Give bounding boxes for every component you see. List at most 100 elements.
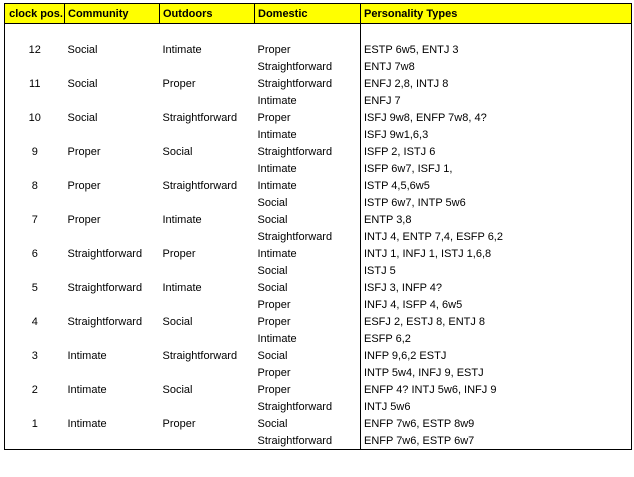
table-row: Intimate ISFP 6w7, ISFJ 1,	[5, 160, 632, 177]
types-cell: ENFP 4? INTJ 5w6, INFJ 9	[360, 381, 632, 398]
table-row: 11 Social Proper Straightforward ENFJ 2,8, I…	[5, 75, 632, 92]
types-cell: ISTJ 5	[360, 262, 632, 279]
empty-cell	[65, 364, 160, 381]
empty-cell	[160, 58, 255, 75]
empty-cell	[65, 296, 160, 313]
domestic-cell: Social	[257, 281, 288, 294]
empty-cell	[360, 23, 632, 41]
empty-cell	[65, 330, 160, 347]
table-row: 9 Proper Social Straightforward ISFP 2, ISTJ…	[5, 143, 632, 160]
types-cell: INTJ 1, INFJ 1, ISTJ 1,6,8	[360, 245, 632, 262]
empty-cell	[160, 296, 255, 313]
types-cell: ENTP 3,8	[360, 211, 632, 228]
empty-cell	[65, 432, 160, 450]
community-cell: Social	[67, 111, 98, 124]
clock-cell: 4	[31, 315, 38, 328]
empty-cell	[65, 194, 160, 211]
table-row: 6 Straightforward Proper Intimate INTJ 1, IN…	[5, 245, 632, 262]
types-cell: ISFJ 3, INFP 4?	[360, 279, 632, 296]
table-row: Straightforward INTJ 5w6	[5, 398, 632, 415]
empty-cell	[160, 92, 255, 109]
domestic-cell: Social	[257, 417, 288, 430]
community-cell: Proper	[67, 213, 101, 226]
outdoors-cell: Straightforward	[162, 111, 238, 124]
table-row: Proper INTP 5w4, INFJ 9, ESTJ	[5, 364, 632, 381]
clock-cell: 10	[28, 111, 41, 124]
clock-cell: 1	[31, 417, 38, 430]
domestic-cell: Proper	[257, 298, 291, 311]
types-cell: INFP 9,6,2 ESTJ	[360, 347, 632, 364]
empty-cell	[160, 194, 255, 211]
domestic-cell: Proper	[257, 366, 291, 379]
empty-cell	[5, 398, 65, 415]
empty-cell	[5, 24, 65, 42]
domestic-cell: Intimate	[257, 162, 297, 175]
domestic-cell: Straightforward	[257, 400, 333, 413]
empty-cell	[5, 160, 65, 177]
table-row: Straightforward ENTJ 7w8	[5, 58, 632, 75]
types-cell: INFJ 4, ISFP 4, 6w5	[360, 296, 632, 313]
table-row: Proper INFJ 4, ISFP 4, 6w5	[5, 296, 632, 313]
table-row: 2 Intimate Social Proper ENFP 4? INTJ 5w6, I…	[5, 381, 632, 398]
outdoors-cell: Social	[162, 145, 193, 158]
domestic-cell: Social	[257, 196, 288, 209]
empty-cell	[160, 330, 255, 347]
header-cell: Domestic	[254, 3, 361, 24]
table-row: 4 Straightforward Social Proper ESFJ 2, ESTJ…	[5, 313, 632, 330]
domestic-cell: Straightforward	[257, 77, 333, 90]
outdoors-cell: Intimate	[162, 213, 202, 226]
table-wrap: clock pos. Community Outdoors Domestic Perso…	[4, 3, 632, 450]
types-cell: ENFJ 7	[360, 92, 632, 109]
empty-cell	[5, 58, 65, 75]
empty-cell	[65, 262, 160, 279]
types-cell: INTJ 5w6	[360, 398, 632, 415]
domestic-cell: Straightforward	[257, 145, 333, 158]
domestic-cell: Intimate	[257, 332, 297, 345]
empty-cell	[255, 24, 361, 42]
outdoors-cell: Straightforward	[162, 179, 238, 192]
table-row: 12 Social Intimate Proper ESTP 6w5, ENTJ 3	[5, 41, 632, 58]
table-row: 10 Social Straightforward Proper ISFJ 9w8, E…	[5, 109, 632, 126]
blank-row	[5, 23, 632, 42]
community-cell: Social	[67, 43, 98, 56]
outdoors-cell: Intimate	[162, 43, 202, 56]
table-row: Intimate ESFP 6,2	[5, 330, 632, 347]
empty-cell	[5, 364, 65, 381]
empty-cell	[65, 228, 160, 245]
empty-cell	[5, 432, 65, 450]
types-cell: ESTP 6w5, ENTJ 3	[360, 41, 632, 58]
domestic-cell: Proper	[257, 43, 291, 56]
table-body: 12 Social Intimate Proper ESTP 6w5, ENTJ 3 St…	[5, 23, 632, 450]
clock-cell: 7	[31, 213, 38, 226]
empty-cell	[5, 194, 65, 211]
clock-cell: 3	[31, 349, 38, 362]
clock-cell: 12	[28, 43, 41, 56]
empty-cell	[5, 296, 65, 313]
domestic-cell: Social	[257, 213, 288, 226]
domestic-cell: Proper	[257, 315, 291, 328]
header-cell: clock pos.	[4, 3, 65, 24]
table-row: 8 Proper Straightforward Intimate ISTP 4,5,6…	[5, 177, 632, 194]
clock-cell: 2	[31, 383, 38, 396]
table-row: Intimate ISFJ 9w1,6,3	[5, 126, 632, 143]
domestic-cell: Intimate	[257, 128, 297, 141]
domestic-cell: Straightforward	[257, 60, 333, 73]
empty-cell	[160, 364, 255, 381]
clock-cell: 5	[31, 281, 38, 294]
types-cell: ENFP 7w6, ESTP 6w7	[360, 432, 632, 450]
outdoors-cell: Social	[162, 383, 193, 396]
table-row: Social ISTJ 5	[5, 262, 632, 279]
community-cell: Intimate	[67, 349, 107, 362]
empty-cell	[160, 228, 255, 245]
types-cell: ESFJ 2, ESTJ 8, ENTJ 8	[360, 313, 632, 330]
domestic-cell: Social	[257, 264, 288, 277]
domestic-cell: Intimate	[257, 179, 297, 192]
outdoors-cell: Proper	[162, 247, 196, 260]
community-cell: Straightforward	[67, 247, 143, 260]
outdoors-cell: Proper	[162, 77, 196, 90]
domestic-cell: Social	[257, 349, 288, 362]
table-row: 5 Straightforward Intimate Social ISFJ 3, IN…	[5, 279, 632, 296]
outdoors-cell: Intimate	[162, 281, 202, 294]
domestic-cell: Proper	[257, 383, 291, 396]
